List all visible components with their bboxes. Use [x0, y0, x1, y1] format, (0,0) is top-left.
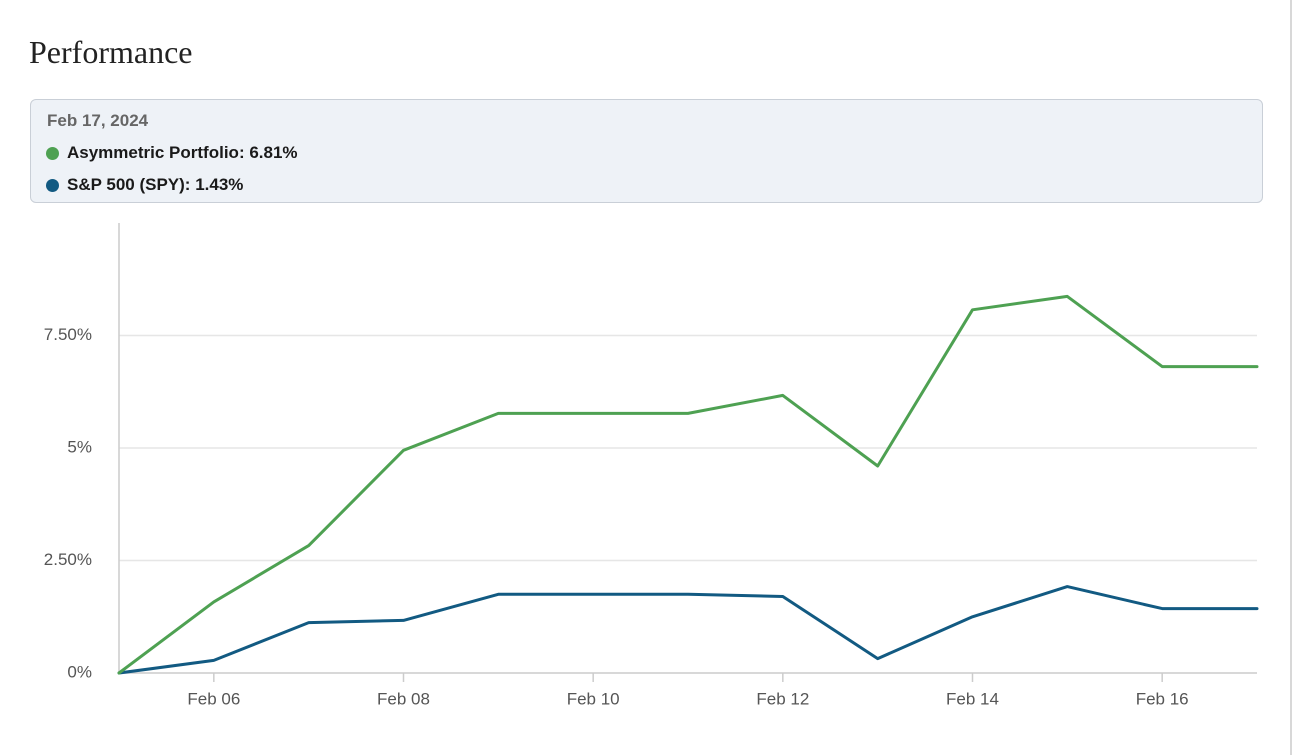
- grid-lines: [119, 334, 1257, 562]
- right-border: [1290, 0, 1292, 755]
- series-line-asymmetric-portfolio[interactable]: [117, 294, 1259, 675]
- x-tick-label: Feb 10: [567, 689, 620, 708]
- tooltip-series-name: Asymmetric Portfolio: [67, 143, 239, 162]
- y-tick-label: 0%: [67, 662, 92, 681]
- chart-tooltip: Feb 17, 2024 Asymmetric Portfolio: 6.81%…: [30, 99, 1263, 203]
- page-title: Performance: [29, 34, 193, 70]
- series-lines: [117, 294, 1259, 675]
- x-tick-label: Feb 16: [1136, 689, 1189, 708]
- tooltip-date: Feb 17, 2024: [47, 111, 149, 130]
- x-tick-label: Feb 08: [377, 689, 430, 708]
- series-dot-icon: [46, 178, 59, 192]
- y-tick-label: 2.50%: [44, 550, 92, 569]
- x-tick-label: Feb 12: [756, 689, 809, 708]
- axes: [118, 223, 1257, 682]
- x-tick-labels: Feb 06 Feb 08 Feb 10 Feb 12 Feb 14 Feb 16: [187, 689, 1188, 708]
- tooltip-series-value: 6.81%: [249, 143, 298, 162]
- y-tick-label: 7.50%: [44, 325, 92, 344]
- y-tick-label: 5%: [67, 437, 92, 456]
- x-tick-label: Feb 14: [946, 689, 999, 708]
- tooltip-series-value: 1.43%: [195, 175, 244, 194]
- tooltip-series-name: S&P 500 (SPY): [67, 175, 185, 194]
- y-tick-labels: 0% 2.50% 5% 7.50%: [44, 325, 92, 682]
- series-dot-icon: [46, 146, 59, 160]
- series-line-s-p-500-spy[interactable]: [117, 585, 1259, 675]
- tooltip-row-spy: S&P 500 (SPY): 1.43%: [46, 175, 243, 195]
- tooltip-row-portfolio: Asymmetric Portfolio: 6.81%: [46, 143, 298, 163]
- x-tick-label: Feb 06: [187, 689, 240, 708]
